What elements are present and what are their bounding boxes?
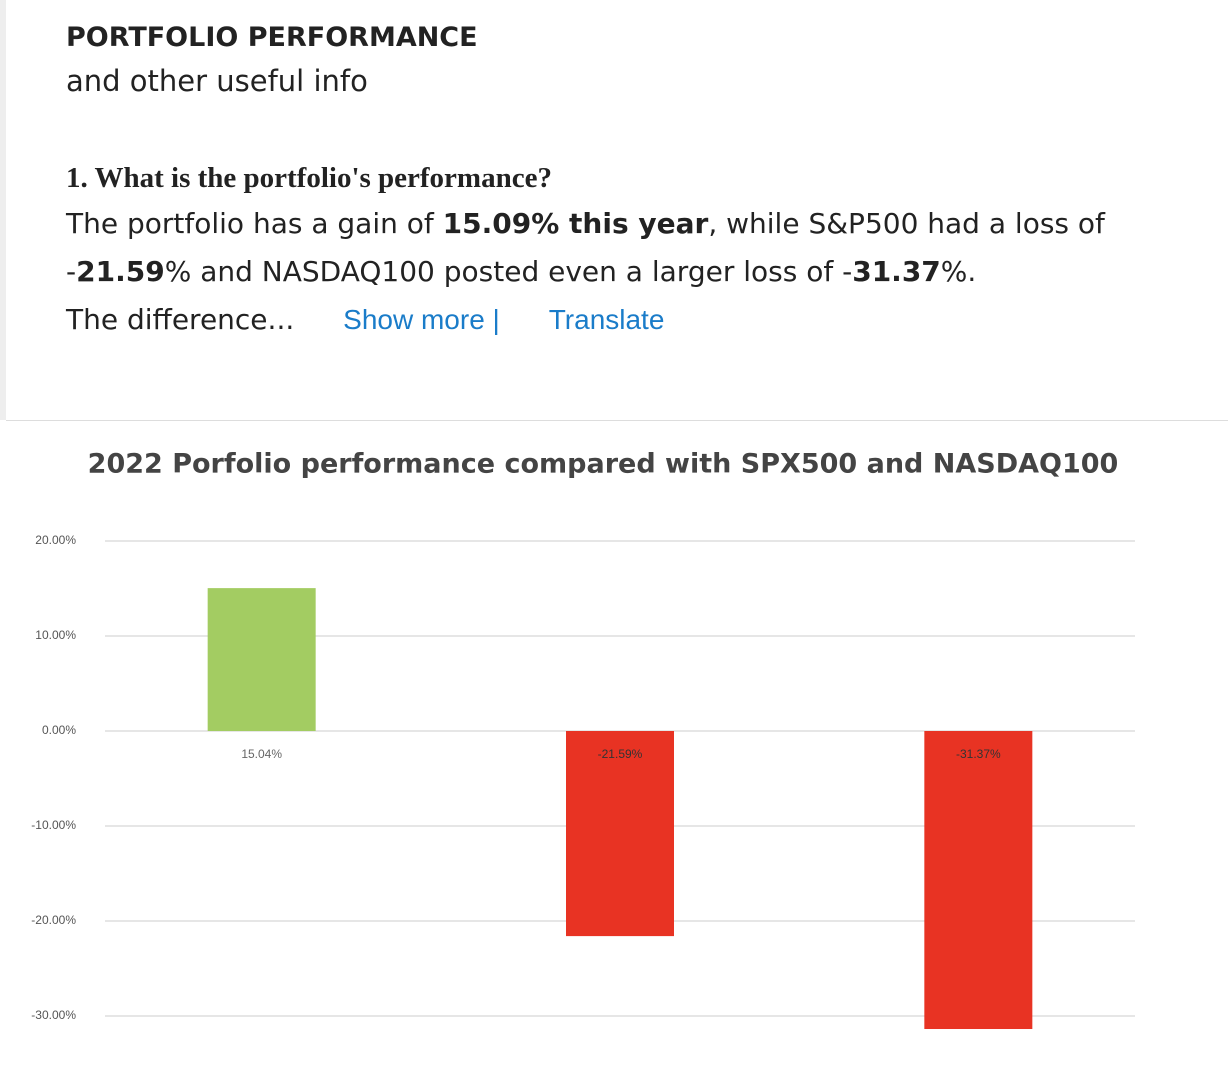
title: PORTFOLIO PERFORMANCE [66,22,478,53]
y-tick-label: -20.00% [31,913,76,927]
paragraph-run: , while S&P500 had a loss of - [66,207,1105,288]
question: 1. What is the portfolio's performance? [66,162,552,194]
bar [924,731,1033,1030]
paragraph: The portfolio has a gain of 15.09% this … [66,200,1206,296]
left-bar [0,0,6,420]
paragraph-run: 31.37 [852,255,941,288]
translate-link[interactable]: Translate [548,304,665,335]
post-header: PORTFOLIO PERFORMANCE and other useful i… [66,18,1206,344]
teaser: The difference... [66,303,295,336]
bar [566,731,674,937]
paragraph-run: % and NASDAQ100 posted even a larger los… [164,255,853,288]
chart-title: 2022 Porfolio performance compared with … [88,449,1119,480]
paragraph-run: The portfolio has a gain of [66,207,443,240]
y-tick-label: 10.00% [35,628,76,642]
y-tick-label: 0.00% [42,723,76,737]
y-tick-label: 20.00% [35,533,76,547]
data-label: -21.59% [598,747,643,761]
chart: 2022 Porfolio performance compared with … [31,449,1135,1030]
show-more-link[interactable]: Show more | [343,304,500,335]
data-label: 15.04% [241,747,282,761]
divider [6,420,1228,421]
more-line: The difference... Show more | Translate [66,296,1206,344]
bar [207,588,316,731]
paragraph-run: 15.09% this year [442,207,709,240]
paragraph-run: %. [940,255,977,288]
paragraph-run: 21.59 [76,255,165,288]
subtitle: and other useful info [66,64,368,98]
data-label: -31.37% [956,747,1001,761]
y-tick-label: -30.00% [31,1008,76,1022]
y-tick-label: -10.00% [31,818,76,832]
